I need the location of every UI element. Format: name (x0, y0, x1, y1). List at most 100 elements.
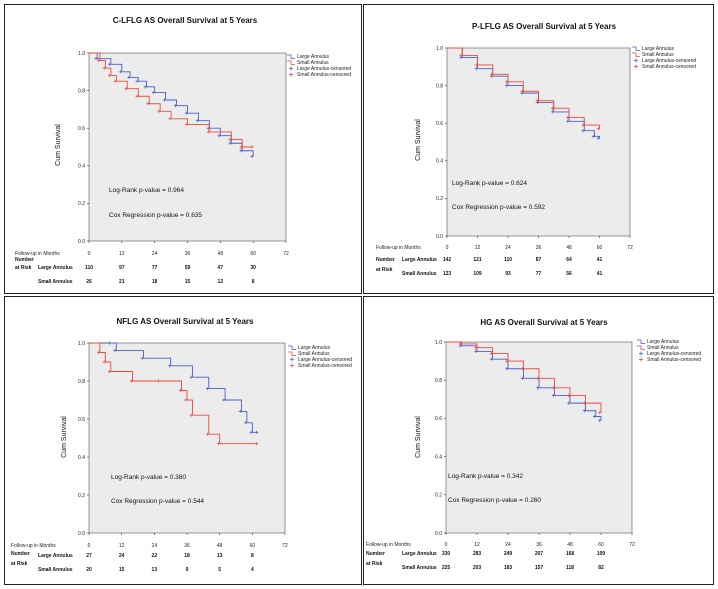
legend-label: Small Annulus-censored (298, 363, 352, 369)
censor-mark (536, 376, 540, 380)
panel-nflg: NFLG AS Overall Survival at 5 Years Cum S… (4, 296, 362, 585)
legend-swatch (287, 54, 295, 59)
risk-value: 20 (86, 567, 92, 573)
risk-value: 4 (251, 567, 254, 573)
risk-value: 157 (535, 565, 544, 571)
censor-mark (489, 351, 493, 356)
censor-mark (474, 63, 478, 67)
x-tick-label: 0 (88, 251, 91, 257)
censor-mark (505, 84, 509, 88)
censor-mark (458, 342, 462, 346)
x-tick-label: 24 (505, 245, 511, 251)
legend-label: Small Annulus-censored (297, 72, 351, 78)
legend-label: Large Annulus (647, 339, 679, 345)
censor-mark (596, 127, 600, 131)
legend-censor-swatch (634, 64, 638, 69)
censor-mark (244, 421, 248, 425)
censor-mark (238, 409, 242, 413)
y-tick-label: 0.0 (435, 531, 442, 537)
risk-value: 64 (566, 257, 572, 263)
risk-value: 249 (504, 551, 513, 557)
x-tick-label: 72 (629, 542, 635, 548)
risk-number-label: Number (376, 257, 395, 263)
censor-mark (239, 145, 243, 149)
censor-mark (582, 401, 586, 405)
risk-row-label: Small Annulus (402, 271, 437, 277)
censor-mark (168, 117, 172, 121)
risk-value: 26 (86, 279, 92, 285)
x-axis-label: Follow-up in Months (15, 251, 60, 257)
censor-mark (598, 418, 602, 422)
risk-number-label: Number (11, 551, 30, 557)
censor-mark (102, 66, 106, 70)
censor-mark (189, 375, 193, 379)
legend-label: Small Annulus (642, 52, 674, 58)
legend-censor-swatch (290, 363, 294, 368)
censor-mark (593, 414, 597, 419)
censor-mark (566, 119, 570, 123)
risk-value: 77 (152, 265, 158, 271)
risk-row-label: Small Annulus (402, 565, 437, 571)
censor-mark (113, 349, 117, 353)
censor-mark (551, 386, 555, 390)
x-tick-label: 72 (283, 251, 289, 257)
y-tick-label: 0.4 (78, 455, 85, 461)
panel-hg: HG AS Overall Survival at 5 Years Cum Sur… (363, 296, 714, 585)
y-tick-label: 1.0 (435, 340, 442, 346)
censor-mark (217, 134, 221, 138)
censor-mark (184, 398, 188, 402)
censor-mark (156, 379, 161, 383)
x-tick-label: 24 (505, 542, 511, 548)
risk-value: 110 (85, 265, 93, 271)
chart-hg: HG AS Overall Survival at 5 Years Cum Sur… (366, 318, 701, 571)
legend-label: Small Annulus (647, 345, 679, 351)
risk-value: 121 (473, 257, 482, 263)
y-tick-label: 0.2 (78, 493, 85, 499)
x-tick-label: 36 (184, 543, 190, 549)
y-tick-label: 0.8 (436, 83, 443, 89)
risk-value: 15 (185, 279, 191, 285)
chart-nflg: NFLG AS Overall Survival at 5 Years Cum S… (11, 317, 352, 573)
risk-value: 12 (218, 279, 224, 285)
x-tick-label: 72 (627, 245, 633, 251)
legend-censor-swatch (290, 357, 294, 362)
chart-p-lflg: P-LFLG AS Overall Survival at 5 Years Cum… (376, 22, 696, 277)
legend-swatch (632, 52, 640, 57)
censor-mark (102, 360, 106, 364)
stat-annotation: Cox Regression p-value = 0.592 (452, 204, 545, 211)
censor-mark (113, 79, 117, 83)
survival-curve-small (89, 342, 258, 445)
y-tick-label: 0.4 (435, 454, 442, 460)
y-tick-label: 0.6 (436, 121, 443, 127)
legend-label: Large Annulus (642, 46, 674, 52)
censor-mark (591, 134, 595, 138)
legend-label: Small Annulus (298, 351, 330, 357)
censor-mark (474, 67, 478, 71)
chart-title: P-LFLG AS Overall Survival at 5 Years (472, 22, 617, 31)
risk-value: 183 (504, 565, 513, 571)
censor-mark (459, 53, 463, 58)
risk-value: 8 (251, 553, 254, 559)
risk-value: 56 (566, 271, 572, 277)
censor-mark (178, 388, 182, 393)
censor-mark (97, 58, 101, 63)
risk-row-label: Large Annulus (38, 553, 73, 559)
legend-censor-swatch (289, 72, 293, 77)
censor-mark (195, 119, 199, 123)
y-tick-label: 1.0 (436, 46, 443, 52)
censor-mark (119, 70, 123, 74)
censor-mark (167, 364, 172, 368)
stat-annotation: Log-Rank p-value = 0.342 (448, 473, 523, 480)
censor-mark (162, 98, 167, 102)
censor-mark (222, 398, 226, 402)
y-tick-label: 0.2 (436, 196, 443, 202)
y-axis-label: Cum Survival (61, 416, 68, 458)
risk-value: 24 (119, 553, 125, 559)
x-tick-label: 0 (446, 245, 449, 251)
legend-censor-swatch (634, 58, 638, 63)
x-tick-label: 48 (217, 543, 223, 549)
risk-row-label: Large Annulus (402, 551, 437, 557)
risk-value: 97 (119, 265, 125, 271)
x-tick-label: 0 (88, 543, 91, 549)
censor-mark (146, 102, 150, 106)
